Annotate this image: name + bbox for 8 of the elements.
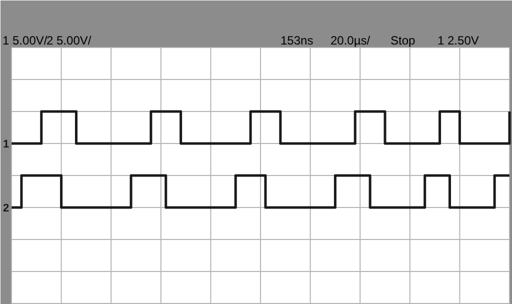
- text: Stop: [390, 34, 416, 48]
- series-label: 1: [2, 138, 10, 150]
- text: 2 5.00V/: [46, 34, 92, 48]
- text: 20.0µs/: [330, 34, 371, 48]
- text: 1 2.50V: [438, 34, 479, 48]
- text: 153ns: [280, 34, 314, 48]
- series-label: 2: [2, 202, 10, 214]
- text: 1 5.00V/: [2, 34, 48, 48]
